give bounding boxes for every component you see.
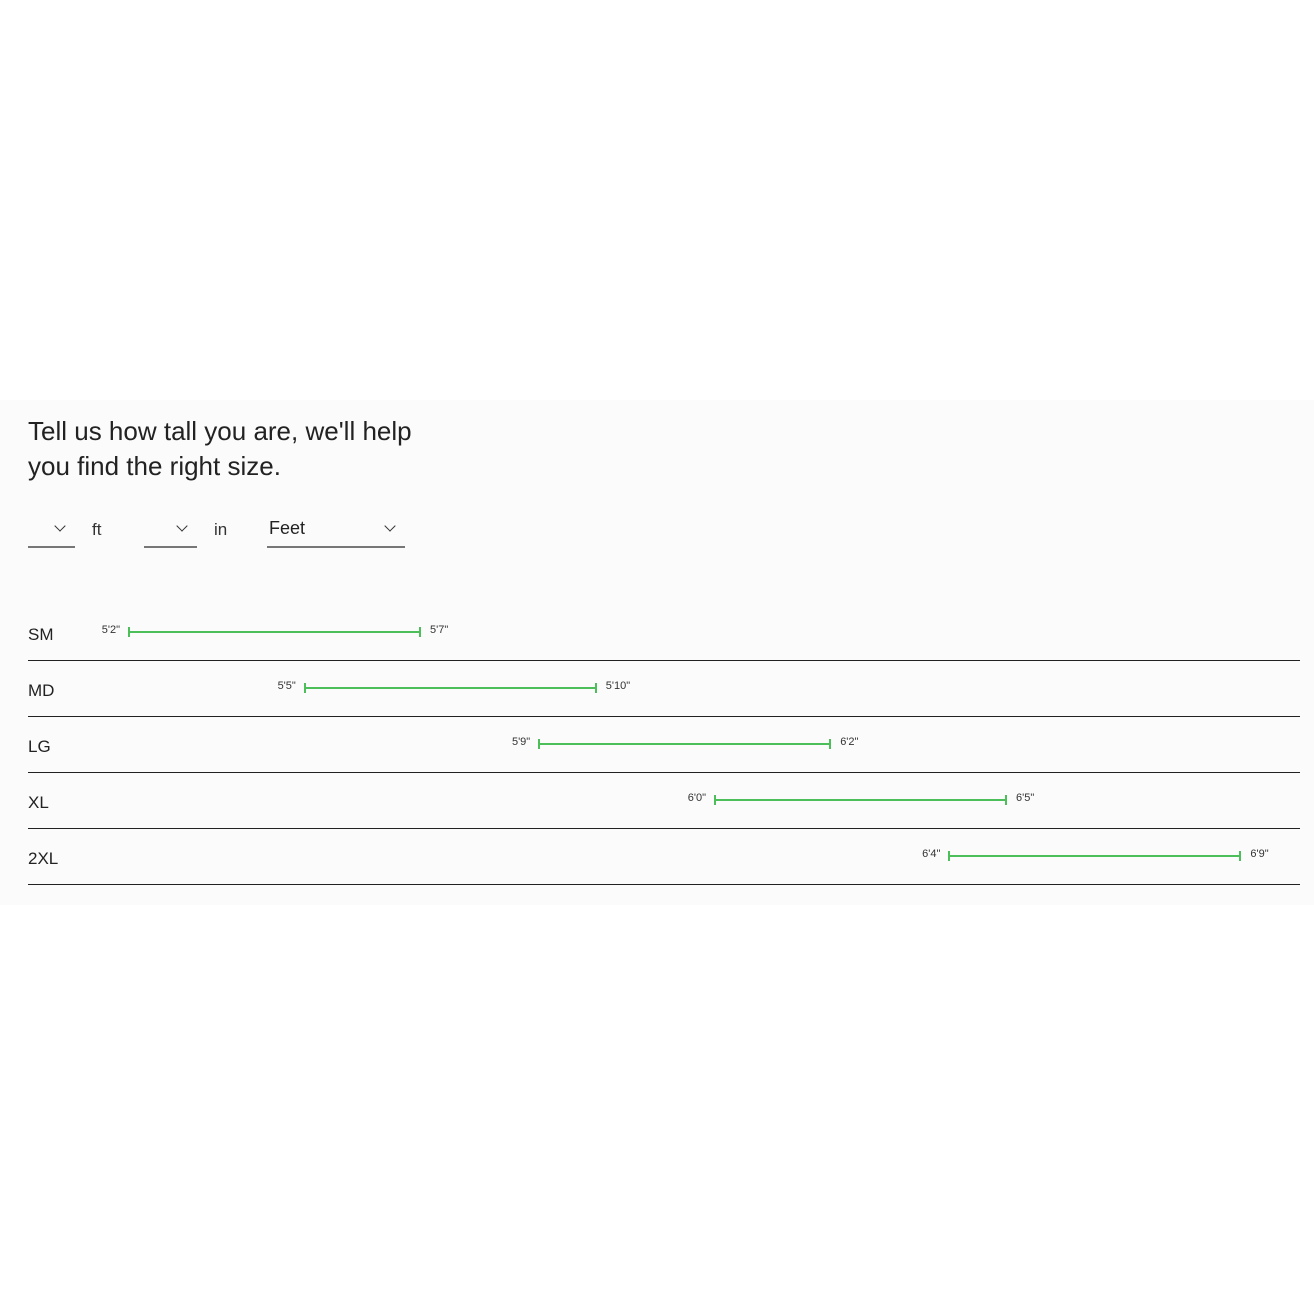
inches-unit-label: in [214,520,228,539]
size-label: 2XL [28,849,59,868]
size-row-md: MD 5'5" 5'10" [28,661,1300,717]
height-range-bar [948,851,1242,861]
range-end-tick [1239,851,1242,861]
max-height-label: 6'5" [1016,792,1035,804]
size-row-lg: LG 5'9" 6'2" [28,717,1300,773]
range-end-tick [1005,795,1007,805]
feet-select[interactable] [28,512,75,548]
range-end-tick [948,851,951,861]
unit-system-select[interactable]: Feet [267,512,405,548]
range-end-tick [538,739,541,749]
max-height-label: 5'10" [605,680,631,692]
size-label: MD [28,681,55,700]
height-range-bar [538,739,832,749]
max-height-label: 6'9" [1250,848,1269,860]
inches-select[interactable] [144,512,197,548]
range-end-tick [419,627,421,637]
range-end-tick [128,627,130,637]
chevron-down-icon [176,520,188,532]
height-range-bar [303,683,597,693]
min-height-label: 5'5" [277,680,296,692]
min-height-label: 6'0" [687,792,706,804]
size-label: LG [28,737,51,756]
min-height-label: 6'4" [922,848,941,860]
page-title: Tell us how tall you are, we'll help you… [28,416,412,481]
range-end-tick [714,795,716,805]
height-range-bar [714,795,1007,805]
range-end-tick [594,683,597,693]
max-height-label: 5'7" [430,624,449,636]
size-row-2xl: 2XL 6'4" 6'9" [28,829,1300,885]
chevron-down-icon [54,520,66,532]
size-label: XL [28,793,49,812]
size-label: SM [28,625,54,644]
chevron-down-icon [384,520,396,532]
range-end-tick [829,739,832,749]
range-end-tick [303,683,306,693]
min-height-label: 5'2" [101,624,120,636]
min-height-label: 5'9" [511,736,531,748]
size-row-sm: SM 5'2" 5'7" [28,605,1300,661]
unit-system-value: Feet [269,518,306,538]
max-height-label: 6'2" [840,736,859,748]
size-row-xl: XL 6'0" 6'5" [28,773,1300,829]
feet-unit-label: ft [92,520,102,539]
height-range-bar [128,627,421,637]
size-finder-panel [0,400,1314,905]
